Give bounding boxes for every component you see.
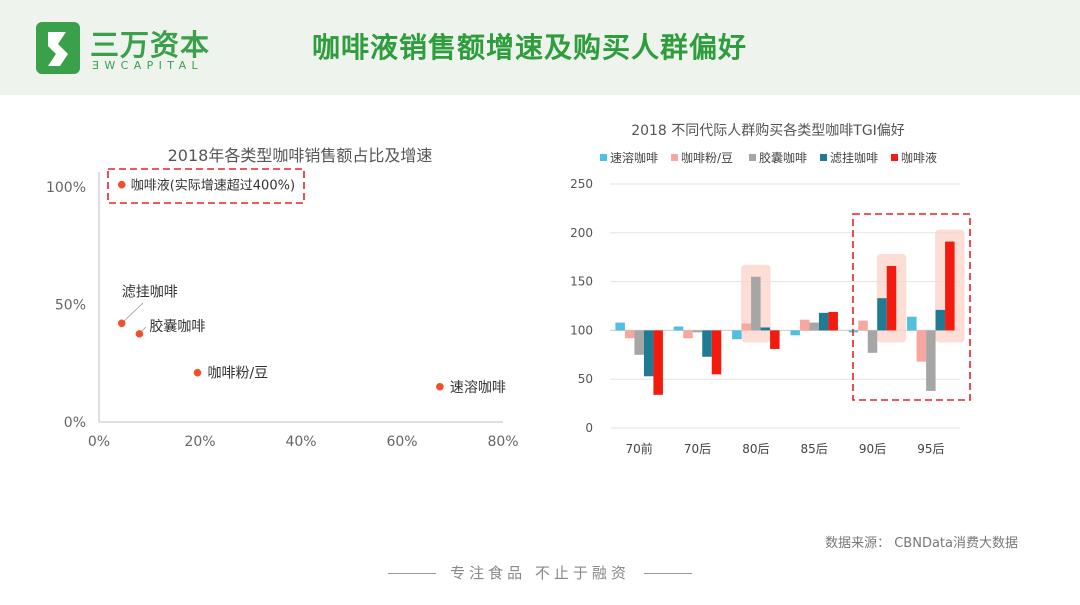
bar-y-tick-label: 200 [570, 226, 593, 240]
bar [916, 330, 927, 362]
legend-swatch [600, 154, 607, 161]
legend-swatch [671, 154, 678, 161]
scatter-x-tick-label: 40% [285, 434, 316, 450]
bar [643, 330, 654, 377]
scatter-x-tick-label: 80% [487, 434, 518, 450]
bar [683, 330, 693, 339]
scatter-x-tick-label: 0% [88, 434, 110, 450]
bar [615, 322, 625, 331]
scatter-point-label: 胶囊咖啡 [149, 318, 205, 335]
bar [711, 330, 722, 375]
bar-x-tick-label: 95后 [917, 442, 944, 456]
header: 三万资本 ƎWCAPITAL 咖啡液销售额增速及购买人群偏好 [0, 0, 1080, 95]
footer: 专注食品 不止于融资 [0, 562, 1080, 583]
scatter-y-tick-label: 50% [55, 298, 86, 314]
bar [760, 327, 771, 331]
legend-label: 滤挂咖啡 [830, 150, 878, 165]
bar [945, 241, 955, 331]
bar [634, 330, 644, 355]
footer-divider [388, 573, 437, 574]
bar [926, 330, 936, 391]
bar [732, 330, 742, 340]
bar [799, 319, 810, 331]
bar-chart-title: 2018 不同代际人群购买各类型咖啡TGI偏好 [631, 123, 905, 139]
scatter-y-tick-label: 100% [46, 180, 86, 196]
bar-x-tick-label: 80后 [742, 442, 769, 456]
bar [809, 322, 819, 331]
footer-divider [643, 573, 692, 574]
bar [673, 326, 684, 331]
bar [818, 312, 829, 331]
logo-mark-icon [36, 22, 80, 74]
legend-label: 胶囊咖啡 [759, 150, 807, 165]
logo: 三万资本 ƎWCAPITAL [30, 18, 230, 78]
bar [858, 320, 868, 331]
bar-x-tick-label: 70前 [626, 441, 653, 456]
scatter-point [117, 319, 126, 328]
scatter-point [117, 180, 126, 189]
legend-label: 速溶咖啡 [610, 150, 658, 165]
bar [653, 330, 663, 395]
bar-y-tick-label: 250 [570, 177, 593, 191]
bar-x-tick-label: 70后 [684, 442, 711, 456]
scatter-x-tick-label: 60% [386, 434, 417, 450]
legend-label: 咖啡液 [901, 150, 937, 165]
bar [770, 330, 780, 349]
bar [692, 330, 703, 333]
bar [751, 276, 761, 331]
bar [907, 316, 917, 331]
legend-swatch [749, 154, 756, 161]
scatter-point-label: 咖啡粉/豆 [207, 366, 268, 382]
bar-x-tick-label: 90后 [859, 442, 886, 456]
bar-y-tick-label: 150 [570, 275, 593, 289]
scatter-point [135, 330, 144, 338]
scatter-point-label: 滤挂咖啡 [122, 284, 178, 300]
bar [828, 311, 838, 331]
scatter-point [193, 368, 202, 377]
bar-x-tick-label: 85后 [801, 442, 828, 456]
scatter-point [436, 382, 444, 391]
bar-y-tick-label: 0 [585, 421, 593, 435]
scatter-chart: 2018年各类型咖啡销售额占比及增速 0% 50% 100% 0% 20% 40% 60%… [46, 146, 519, 450]
bar [790, 330, 800, 336]
bar-y-tick-label: 100 [570, 323, 593, 337]
scatter-x-tick-label: 20% [184, 434, 215, 450]
footer-slogan: 专注食品 不止于融资 [450, 564, 630, 582]
scatter-point-label: 咖啡液(实际增速超过400%) [131, 179, 295, 194]
bar [935, 309, 946, 331]
data-source: 数据来源： CBNData消费大数据 [825, 536, 1018, 551]
bar [877, 298, 887, 331]
logo-subtext: ƎWCAPITAL [92, 59, 204, 72]
tgi-bar-chart: 2018 不同代际人群购买各类型咖啡TGI偏好 速溶咖啡 咖啡粉/豆 胶囊咖啡 滤挂咖… [570, 123, 971, 456]
logo-text: 三万资本 [90, 28, 211, 62]
legend-swatch [891, 154, 898, 161]
scatter-highlight-box [107, 168, 305, 204]
bar-y-tick-label: 50 [578, 372, 593, 386]
bar [886, 265, 897, 331]
bar [741, 323, 752, 331]
legend-label: 咖啡粉/豆 [681, 150, 733, 165]
bar [624, 330, 635, 339]
group-highlight-box [852, 213, 971, 401]
legend-swatch [820, 154, 827, 161]
scatter-y-tick-label: 0% [64, 415, 86, 431]
page-title: 咖啡液销售额增速及购买人群偏好 [312, 31, 748, 64]
scatter-title: 2018年各类型咖啡销售额占比及增速 [168, 146, 433, 165]
scatter-point-label: 速溶咖啡 [450, 380, 506, 396]
bar [702, 330, 712, 357]
callout-line [122, 302, 144, 323]
bar [867, 330, 878, 353]
